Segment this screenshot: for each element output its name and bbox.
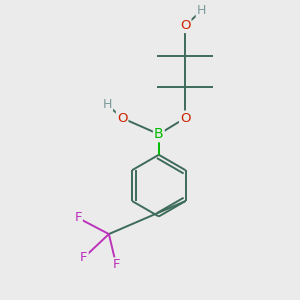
Text: O: O: [180, 112, 190, 124]
Text: F: F: [80, 251, 88, 264]
Text: O: O: [180, 19, 190, 32]
Text: F: F: [74, 212, 82, 224]
Text: H: H: [103, 98, 112, 111]
Text: H: H: [197, 4, 206, 17]
Text: O: O: [117, 112, 127, 124]
Text: F: F: [112, 258, 120, 272]
Text: B: B: [154, 127, 164, 141]
